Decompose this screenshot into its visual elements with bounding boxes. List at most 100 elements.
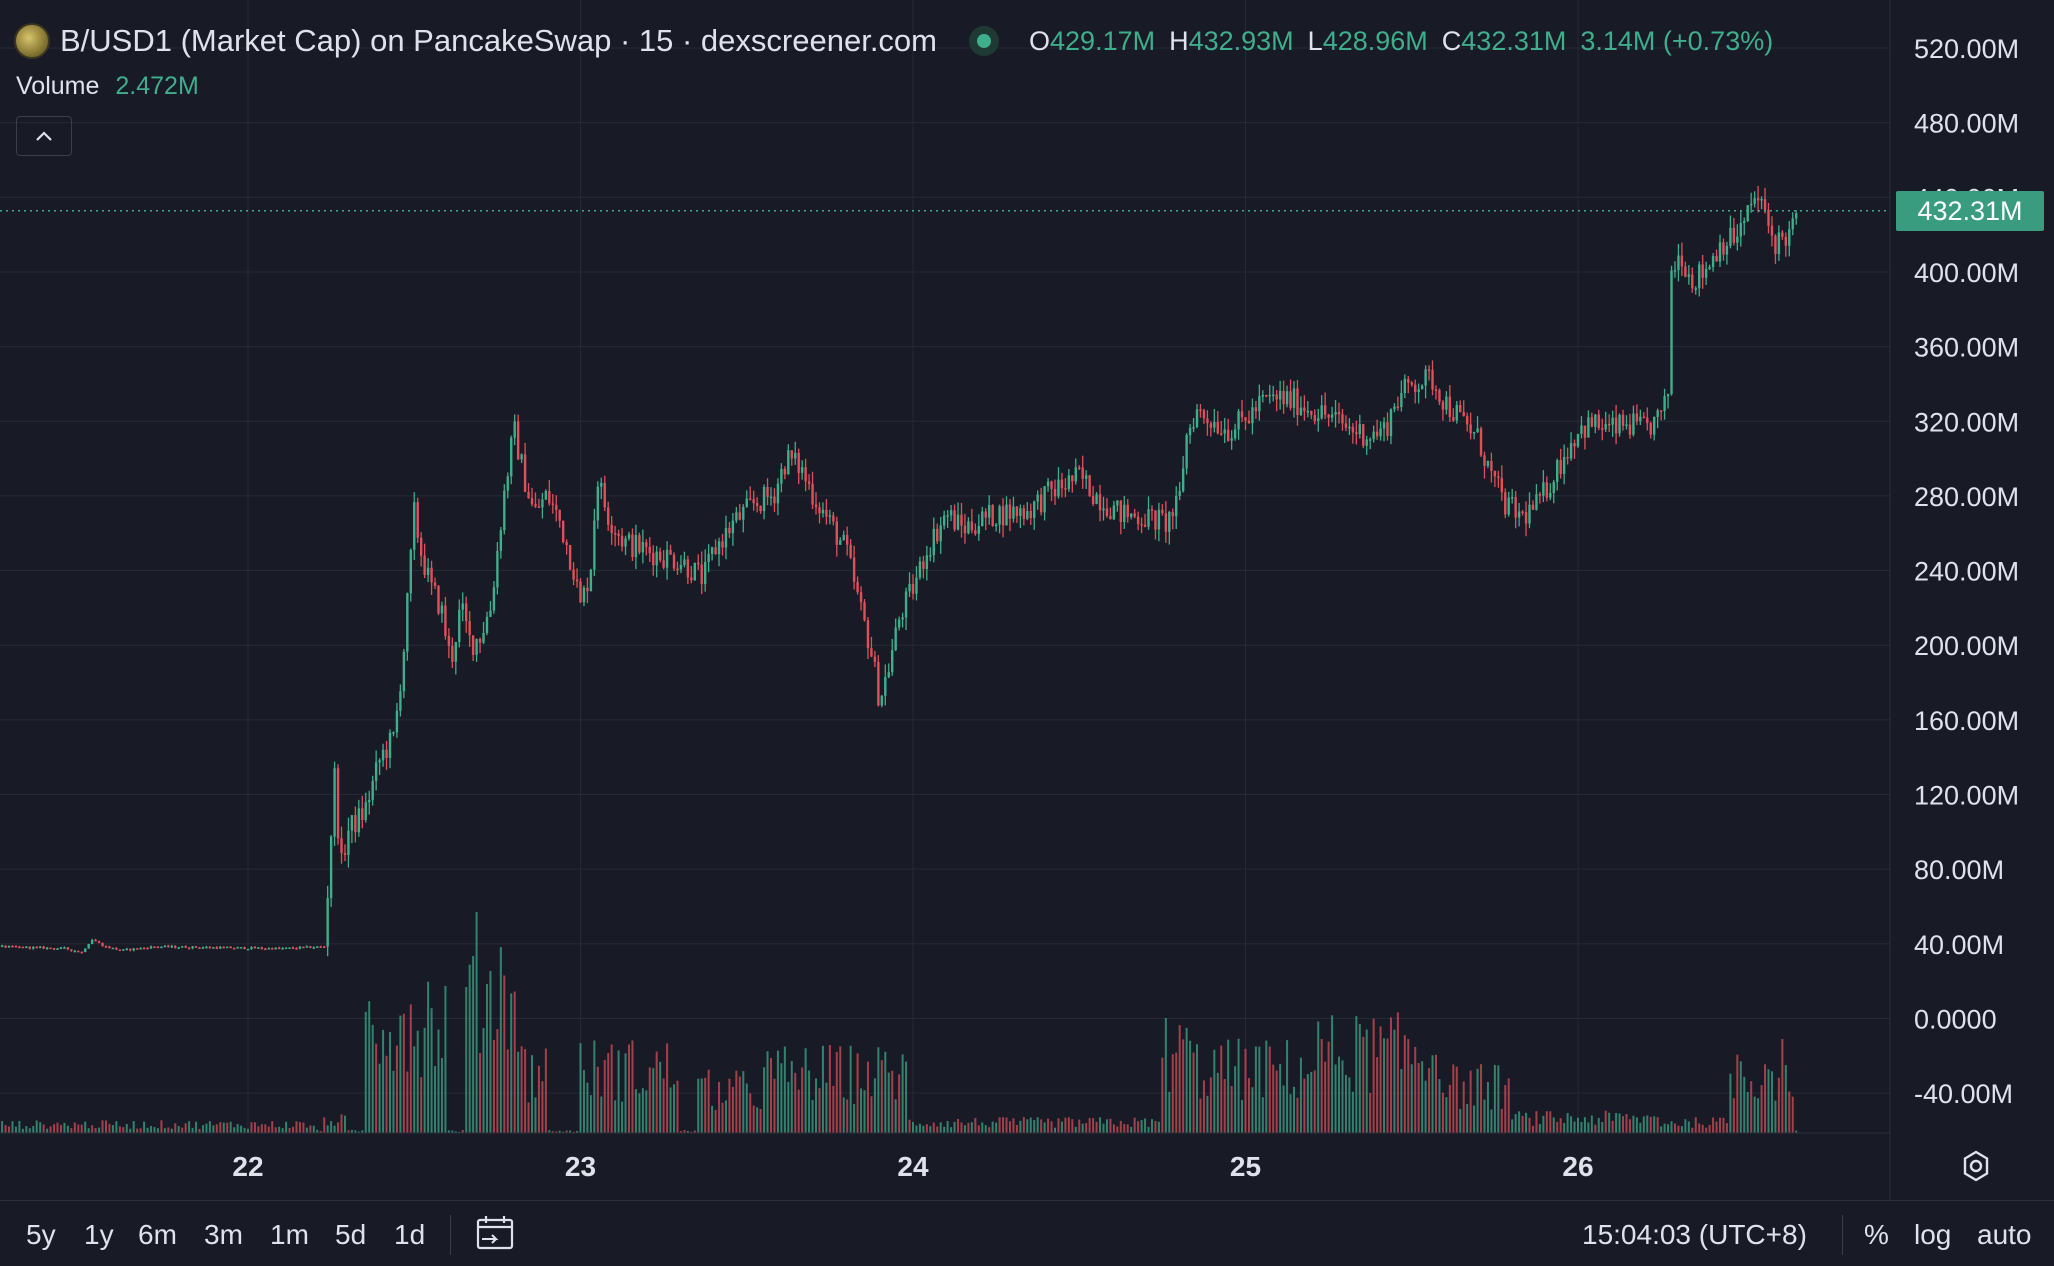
volume-bar: [1594, 1124, 1597, 1133]
candle-body: [1521, 511, 1524, 513]
candle-body: [613, 533, 617, 535]
volume-bar: [1570, 1116, 1573, 1133]
volume-bar: [1351, 1091, 1354, 1133]
log-toggle[interactable]: log: [1914, 1219, 1952, 1250]
candle-body: [1306, 410, 1310, 413]
candle-body: [697, 562, 700, 565]
volume-bar: [1677, 1125, 1680, 1133]
range-5y-button[interactable]: 5y: [26, 1219, 56, 1250]
candle-body: [1500, 477, 1504, 493]
volume-bar: [4, 1125, 7, 1133]
volume-bar: [447, 1130, 450, 1133]
candle-body: [1722, 242, 1725, 255]
volume-bar: [943, 1126, 946, 1133]
candle-body: [201, 947, 205, 949]
candle-body: [1344, 423, 1348, 428]
volume-bar: [1164, 1017, 1167, 1133]
candle-body: [250, 946, 253, 949]
volume-bar: [621, 1101, 624, 1133]
candle-body: [170, 945, 174, 948]
volume-bar: [912, 1121, 914, 1133]
price-tick-label: 360.00M: [1914, 333, 2019, 363]
volume-bar: [1171, 1054, 1174, 1133]
candle-body: [1046, 481, 1050, 487]
time-axis[interactable]: 22 23 24 25 26: [232, 1151, 1593, 1182]
volume-bar: [1421, 1061, 1424, 1133]
range-1d-button[interactable]: 1d: [394, 1219, 426, 1250]
volume-bar: [866, 1061, 869, 1133]
volume-bar: [1150, 1119, 1153, 1133]
candle-body: [537, 506, 541, 508]
candle-body: [582, 587, 586, 603]
gear-icon[interactable]: [1960, 1150, 1992, 1182]
volume-bar: [1026, 1119, 1029, 1133]
volume-bar: [1712, 1117, 1715, 1133]
volume-bar: [87, 1128, 90, 1133]
candle-body: [21, 946, 25, 949]
volume-bar: [1632, 1115, 1635, 1133]
volume-bar: [960, 1122, 963, 1133]
auto-toggle[interactable]: auto: [1977, 1219, 2032, 1250]
volume-bar: [399, 1015, 402, 1133]
volume-bar: [659, 1061, 662, 1133]
candle-body: [676, 568, 679, 571]
volume-bar: [226, 1122, 229, 1133]
range-1y-button[interactable]: 1y: [84, 1219, 114, 1250]
percent-toggle[interactable]: %: [1864, 1219, 1889, 1250]
candle-body: [662, 560, 665, 568]
collapse-legend-button[interactable]: [16, 116, 72, 156]
clock-timezone[interactable]: 15:04:03 (UTC+8): [1582, 1219, 1807, 1250]
range-3m-button[interactable]: 3m: [204, 1219, 243, 1250]
volume-bar: [46, 1128, 49, 1133]
candle-body: [967, 521, 970, 534]
volume-bar: [863, 1090, 866, 1133]
volume-bar: [1424, 1080, 1427, 1133]
candle-body: [129, 948, 132, 951]
calendar-icon[interactable]: [476, 1215, 514, 1251]
candle-body: [607, 507, 610, 525]
volume-bar: [236, 1124, 239, 1133]
volume-bar: [163, 1128, 166, 1133]
volume-bar: [253, 1122, 256, 1133]
candle-body: [814, 504, 818, 508]
range-5d-button[interactable]: 5d: [335, 1219, 367, 1250]
volume-bar: [337, 1122, 340, 1133]
candle-body: [645, 542, 648, 547]
candle-body: [1351, 426, 1355, 433]
volume-bar: [101, 1120, 104, 1133]
volume-bar: [1732, 1098, 1735, 1133]
volume-bar: [485, 984, 488, 1133]
candle-body: [866, 620, 870, 649]
range-6m-button[interactable]: 6m: [138, 1219, 177, 1250]
volume-bar: [797, 1089, 800, 1133]
volume-bar: [572, 1131, 575, 1133]
volume-bar: [1795, 1130, 1798, 1133]
candle-body: [1365, 439, 1368, 446]
candle-body: [1621, 414, 1625, 426]
volume-bar: [1348, 1077, 1351, 1133]
price-tick-label: 80.00M: [1914, 855, 2004, 885]
candle-body: [1026, 510, 1029, 519]
candle-body: [1223, 429, 1226, 434]
volume-bar: [652, 1068, 655, 1133]
candle-body: [1143, 524, 1147, 527]
volume-bar: [42, 1124, 45, 1133]
volume-bar: [1500, 1108, 1503, 1133]
volume-bar: [932, 1122, 935, 1133]
volume-bar: [357, 1131, 360, 1133]
chart-canvas[interactable]: 520.00M480.00M440.00M400.00M360.00M320.0…: [0, 0, 2054, 1200]
candle-body: [1507, 497, 1510, 515]
candle-body: [1067, 475, 1071, 490]
candle-body: [177, 947, 180, 949]
volume-bar: [1292, 1086, 1295, 1133]
volume-bar: [835, 1052, 838, 1133]
volume-bar: [1216, 1072, 1219, 1133]
candle-body: [1192, 427, 1195, 429]
volume-bar: [1507, 1078, 1510, 1133]
volume-bar: [950, 1127, 953, 1133]
volume-bar: [1126, 1124, 1129, 1133]
candle-body: [291, 947, 295, 949]
range-1m-button[interactable]: 1m: [270, 1219, 309, 1250]
candle-body: [981, 511, 984, 527]
candle-body: [1749, 203, 1753, 206]
